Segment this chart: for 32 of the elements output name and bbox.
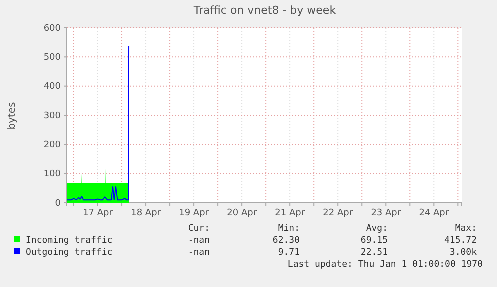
- text: Max:: [455, 224, 477, 234]
- y-tick-label: 600: [44, 24, 62, 34]
- y-tick-label: 0: [55, 198, 62, 209]
- y-tick-label: 300: [44, 111, 62, 122]
- x-tick-label: 21 Apr: [275, 208, 306, 218]
- text: 62.30: [272, 236, 300, 246]
- text: -nan: [188, 248, 210, 258]
- x-tick-label: 19 Apr: [179, 208, 210, 218]
- y-tick-label: 400: [44, 82, 62, 92]
- text: Min:: [278, 224, 300, 234]
- y-tick-label: 200: [44, 140, 62, 151]
- chart-title: Traffic on vnet8 - by week: [192, 4, 337, 17]
- text: 3.00k: [450, 248, 478, 258]
- x-tick-label: 24 Apr: [419, 208, 450, 218]
- y-tick-label: 100: [44, 170, 62, 180]
- x-tick-label: 20 Apr: [227, 208, 258, 218]
- y-axis-title: bytes: [7, 102, 18, 130]
- text: 9.71: [278, 248, 300, 258]
- legend-label: Outgoing traffic: [26, 248, 113, 258]
- text: 415.72: [444, 236, 477, 246]
- text: Last update: Thu Jan 1 01:00:00 1970: [288, 260, 483, 270]
- text: -nan: [188, 236, 210, 246]
- y-tick-label: 500: [44, 53, 62, 64]
- legend-label: Incoming traffic: [26, 236, 113, 246]
- text: Cur:: [188, 224, 210, 234]
- x-tick-label: 18 Apr: [131, 208, 162, 218]
- x-tick-label: 23 Apr: [371, 208, 402, 218]
- x-tick-label: 17 Apr: [83, 208, 114, 218]
- text: 22.51: [360, 248, 388, 258]
- text: Avg:: [366, 224, 388, 234]
- x-tick-label: 22 Apr: [323, 208, 354, 218]
- text: 69.15: [360, 236, 388, 246]
